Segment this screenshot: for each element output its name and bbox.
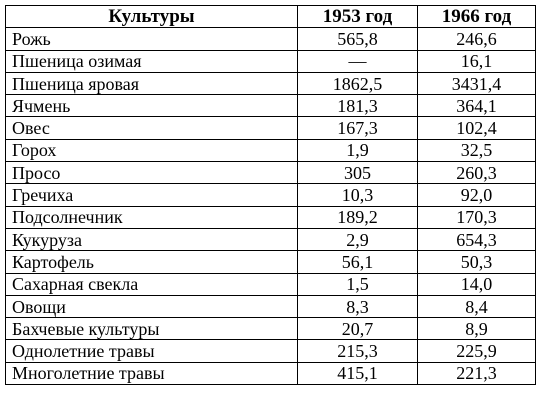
value-1966-cell: 225,9 — [417, 339, 536, 363]
table-row: Рожь 565,8 246,6 — [5, 27, 536, 51]
value-1966-cell: 221,3 — [417, 361, 536, 386]
crop-name-cell: Однолетние травы — [5, 339, 298, 363]
value-1953-cell: 8,3 — [297, 294, 418, 319]
crop-name-cell: Бахчевые культуры — [5, 317, 298, 341]
value-1966-cell: 32,5 — [417, 138, 536, 163]
value-1966-cell: 102,4 — [417, 116, 536, 140]
crop-name-cell: Подсолнечник — [5, 205, 298, 229]
crop-name-cell: Горох — [5, 138, 298, 163]
table-row: Овощи 8,3 8,4 — [5, 294, 536, 319]
value-1966-cell: 3431,4 — [417, 71, 536, 96]
crops-table: Культуры 1953 год 1966 год Рожь 565,8 24… — [5, 4, 536, 386]
value-1953-cell: 10,3 — [297, 183, 418, 207]
crop-name-cell: Картофель — [5, 250, 298, 274]
value-1953-cell: 565,8 — [297, 27, 418, 51]
value-1966-cell: 170,3 — [417, 205, 536, 229]
value-1953-cell: 189,2 — [297, 205, 418, 229]
crop-name-cell: Овес — [5, 116, 298, 140]
header-crop: Культуры — [5, 4, 298, 29]
value-1966-cell: 246,6 — [417, 27, 536, 51]
value-1966-cell: 14,0 — [417, 272, 536, 296]
table-row: Пшеница озимая — 16,1 — [5, 49, 536, 73]
value-1953-cell: 2,9 — [297, 227, 418, 252]
crop-name-cell: Гречиха — [5, 183, 298, 207]
crop-name-cell: Рожь — [5, 27, 298, 51]
value-1953-cell: 1,5 — [297, 272, 418, 296]
value-1966-cell: 8,9 — [417, 317, 536, 341]
value-1966-cell: 260,3 — [417, 161, 536, 185]
table-row: Бахчевые культуры 20,7 8,9 — [5, 317, 536, 341]
table-row: Сахарная свекла 1,5 14,0 — [5, 272, 536, 296]
value-1966-cell: 364,1 — [417, 94, 536, 118]
table-row: Картофель 56,1 50,3 — [5, 250, 536, 274]
table-row: Подсолнечник 189,2 170,3 — [5, 205, 536, 229]
crop-name-cell: Кукуруза — [5, 227, 298, 252]
value-1966-cell: 50,3 — [417, 250, 536, 274]
table-row: Многолетние травы 415,1 221,3 — [5, 361, 536, 386]
table-body: Рожь 565,8 246,6 Пшеница озимая — 16,1 П… — [5, 27, 536, 386]
value-1953-cell: 167,3 — [297, 116, 418, 140]
crop-name-cell: Пшеница яровая — [5, 71, 298, 96]
table-row: Кукуруза 2,9 654,3 — [5, 227, 536, 252]
value-1953-cell: 305 — [297, 161, 418, 185]
crop-name-cell: Овощи — [5, 294, 298, 319]
value-1953-cell: 1,9 — [297, 138, 418, 163]
header-1953: 1953 год — [297, 4, 418, 29]
value-1966-cell: 92,0 — [417, 183, 536, 207]
header-1966: 1966 год — [417, 4, 536, 29]
table-row: Овес 167,3 102,4 — [5, 116, 536, 140]
value-1966-cell: 8,4 — [417, 294, 536, 319]
table-header: Культуры 1953 год 1966 год — [5, 4, 536, 29]
value-1953-cell: 20,7 — [297, 317, 418, 341]
table-row: Однолетние травы 215,3 225,9 — [5, 339, 536, 363]
value-1953-cell: 181,3 — [297, 94, 418, 118]
value-1953-cell: 1862,5 — [297, 71, 418, 96]
table-row: Пшеница яровая 1862,5 3431,4 — [5, 71, 536, 96]
value-1966-cell: 16,1 — [417, 49, 536, 73]
value-1953-cell: 415,1 — [297, 361, 418, 386]
table-row: Гречиха 10,3 92,0 — [5, 183, 536, 207]
table-row: Просо 305 260,3 — [5, 161, 536, 185]
crop-name-cell: Ячмень — [5, 94, 298, 118]
crop-name-cell: Пшеница озимая — [5, 49, 298, 73]
value-1953-cell: 56,1 — [297, 250, 418, 274]
table-row: Ячмень 181,3 364,1 — [5, 94, 536, 118]
crop-name-cell: Просо — [5, 161, 298, 185]
header-row: Культуры 1953 год 1966 год — [5, 4, 536, 29]
crop-name-cell: Сахарная свекла — [5, 272, 298, 296]
value-1953-cell: — — [297, 49, 418, 73]
value-1953-cell: 215,3 — [297, 339, 418, 363]
value-1966-cell: 654,3 — [417, 227, 536, 252]
crop-name-cell: Многолетние травы — [5, 361, 298, 386]
table-row: Горох 1,9 32,5 — [5, 138, 536, 163]
